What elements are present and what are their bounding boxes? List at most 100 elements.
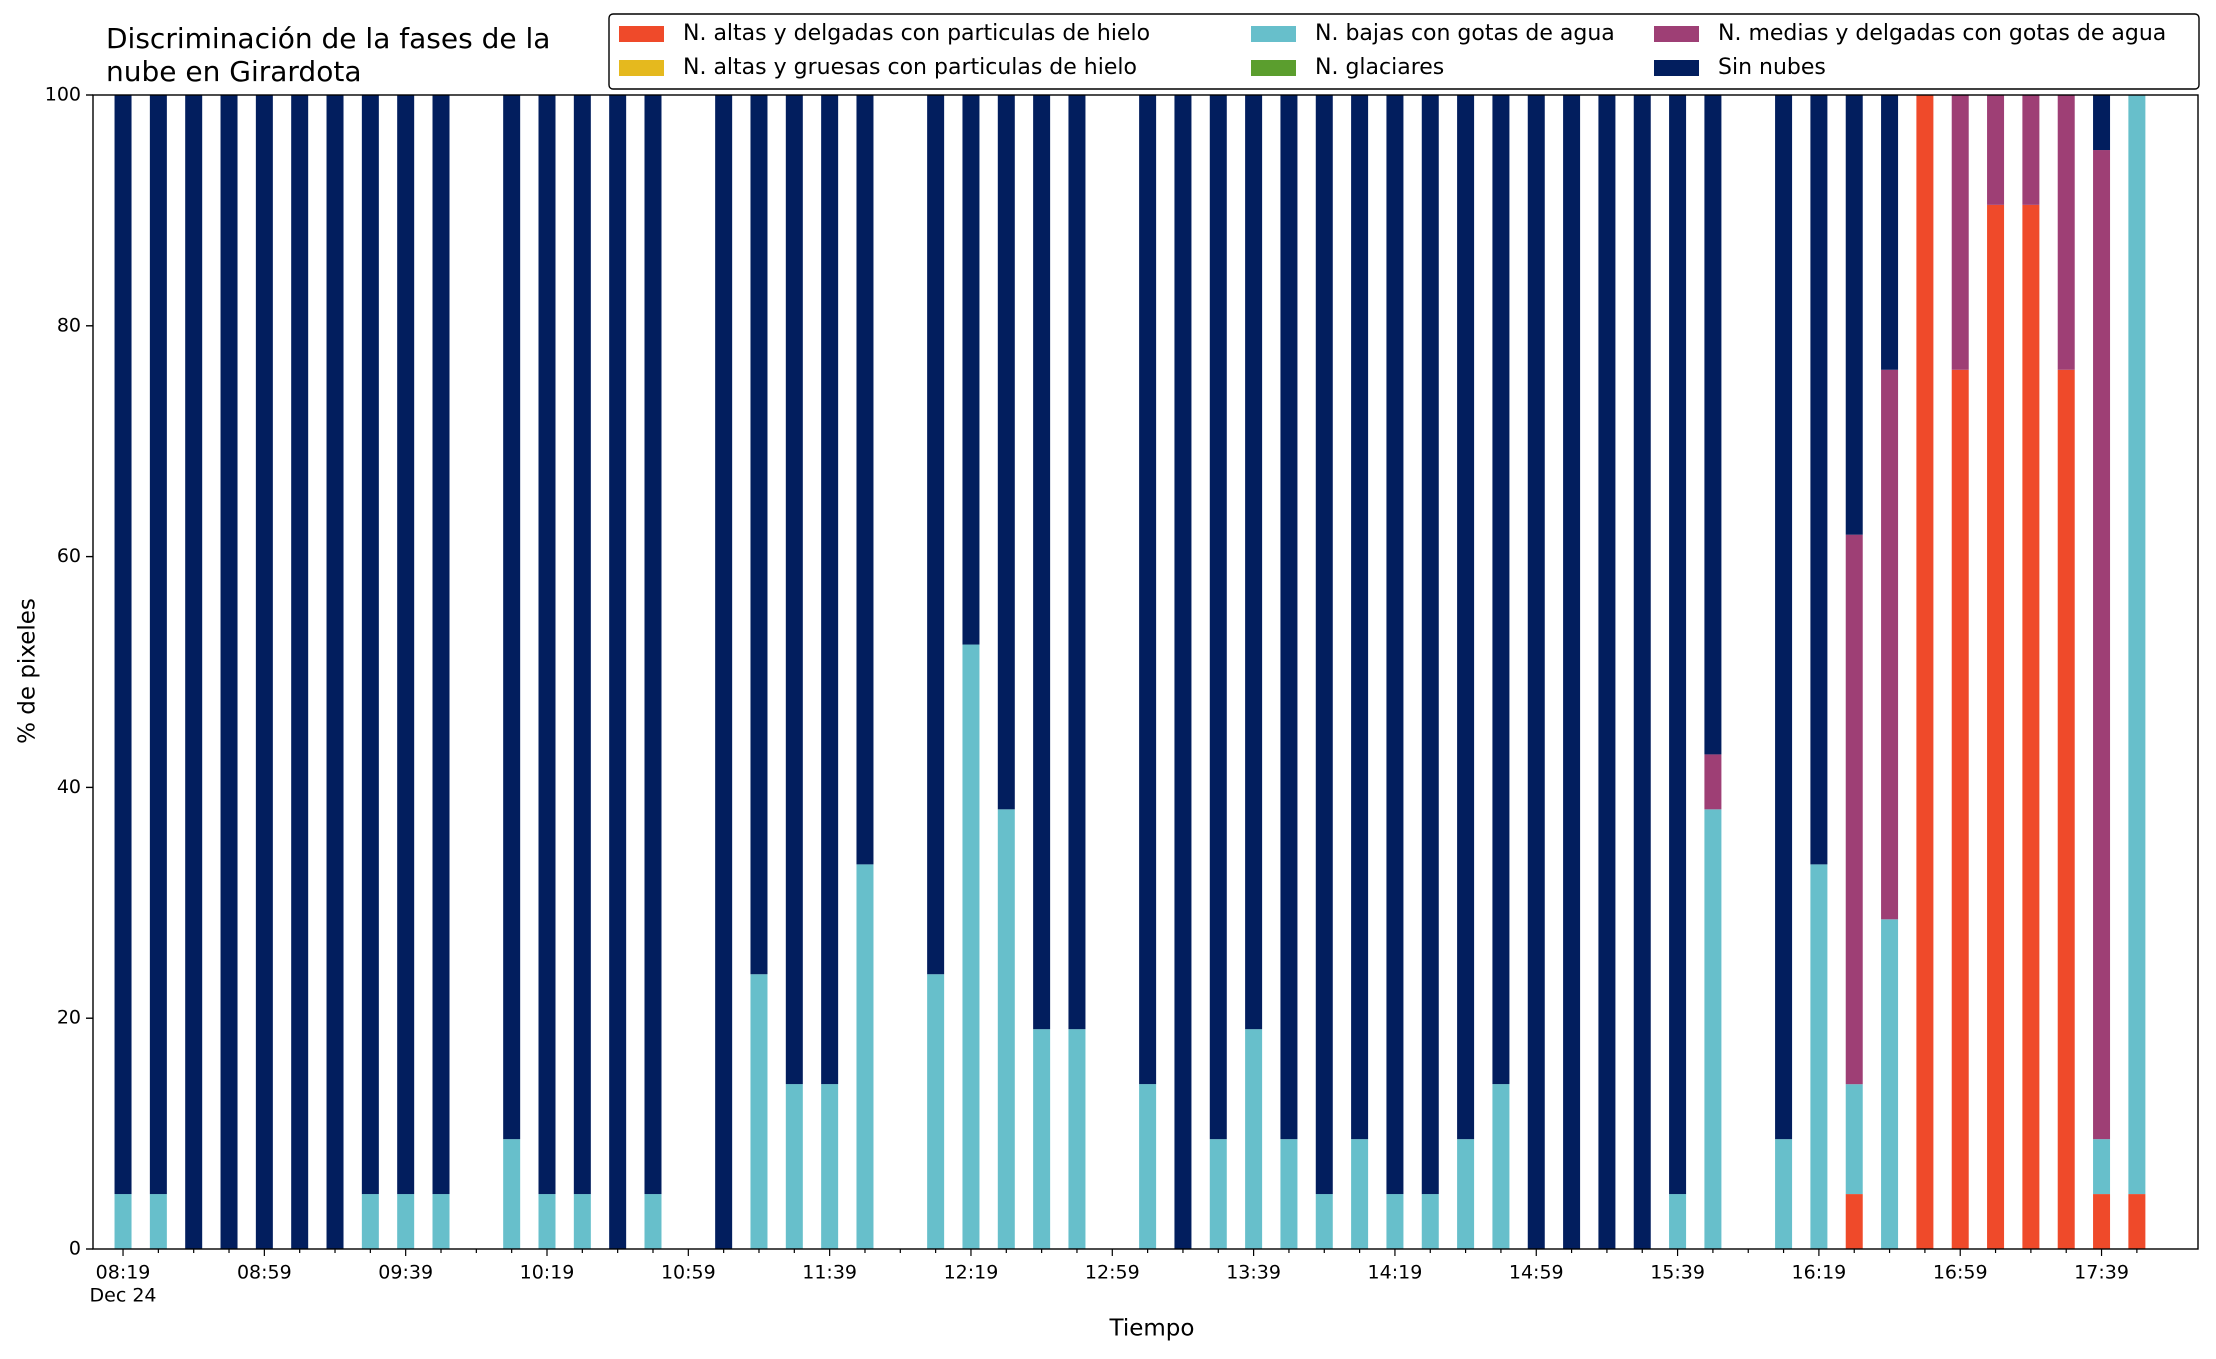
legend-swatch <box>1251 26 1296 42</box>
bar-segment <box>1068 1029 1086 1249</box>
bar-segment <box>1916 95 1934 1249</box>
x-tick-label: 10:59 <box>661 1262 716 1284</box>
bar-segment <box>2093 150 2111 1140</box>
bar-segment <box>1351 1139 1369 1249</box>
bar-segment <box>750 95 768 975</box>
bar-segment <box>2093 95 2111 151</box>
legend-label: N. altas y delgadas con particulas de hi… <box>683 21 1150 46</box>
bar-segment <box>114 1194 132 1249</box>
bar-segment <box>1174 95 1192 1249</box>
bar-segment <box>1951 95 1969 370</box>
bar-segment <box>609 95 627 1249</box>
bar-segment <box>1951 369 1969 1249</box>
y-tick-label: 100 <box>45 84 81 106</box>
bar-segment <box>1139 1084 1157 1249</box>
bar-segment <box>573 95 591 1195</box>
bar-segment <box>1315 95 1333 1195</box>
legend-swatch <box>1654 60 1699 76</box>
bar-segment <box>997 809 1015 1249</box>
bar-segment <box>1987 204 2005 1249</box>
bar-segment <box>1669 1194 1687 1249</box>
bar-segment <box>538 1194 556 1249</box>
legend-label: N. bajas con gotas de agua <box>1315 21 1615 46</box>
legend-label: N. medias y delgadas con gotas de agua <box>1718 21 2166 46</box>
y-tick-label: 80 <box>57 314 81 336</box>
x-tick-label: 12:19 <box>944 1262 999 1284</box>
legend-label: Sin nubes <box>1718 55 1826 80</box>
bar-segment <box>856 864 874 1249</box>
bar-segment <box>2022 95 2040 205</box>
bar-segment <box>149 95 167 1195</box>
bar-segment <box>1139 95 1157 1085</box>
bar-segment <box>1386 95 1404 1195</box>
legend-swatch <box>1251 60 1296 76</box>
bar-segment <box>644 95 662 1195</box>
x-sublabel: Dec 24 <box>90 1285 157 1307</box>
y-tick-label: 60 <box>57 545 81 567</box>
bar-segment <box>750 974 768 1249</box>
x-tick-label: 11:39 <box>802 1262 857 1284</box>
x-tick-label: 15:39 <box>1650 1262 1705 1284</box>
bar-segment <box>432 95 450 1195</box>
x-tick-label: 16:19 <box>1792 1262 1847 1284</box>
y-tick-label: 20 <box>57 1007 81 1029</box>
bar-segment <box>1280 1139 1298 1249</box>
bar-segment <box>1845 95 1863 535</box>
bar-segment <box>1704 754 1722 810</box>
bar-segment <box>573 1194 591 1249</box>
bar-segment <box>503 95 521 1140</box>
legend-box <box>608 13 2200 90</box>
bar-segment <box>997 95 1015 810</box>
legend-swatch <box>1654 26 1699 42</box>
bar-segment <box>2093 1194 2111 1249</box>
bar-segment <box>114 95 132 1195</box>
bar-segment <box>1421 1194 1439 1249</box>
bar-segment <box>538 95 556 1195</box>
x-tick-label: 14:19 <box>1368 1262 1423 1284</box>
bar-segment <box>1033 1029 1051 1249</box>
bar-segment <box>1704 95 1722 755</box>
bar-segment <box>1810 864 1828 1249</box>
bar-segment <box>856 95 874 865</box>
chart-title: nube en Girardota <box>106 55 361 88</box>
bar-segment <box>2057 369 2075 1249</box>
bar-segment <box>1527 95 1545 1249</box>
bar-segment <box>2128 95 2146 1195</box>
bar-segment <box>2093 1139 2111 1195</box>
bar-segment <box>785 95 803 1085</box>
bar-segment <box>962 644 980 1249</box>
bar-segment <box>503 1139 521 1249</box>
bar-segment <box>1633 95 1651 1249</box>
bar-segment <box>1845 1194 1863 1249</box>
bar-segment <box>1492 1084 1510 1249</box>
bar-segment <box>149 1194 167 1249</box>
x-tick-label: 10:19 <box>520 1262 575 1284</box>
bar-segment <box>1457 1139 1475 1249</box>
bar-segment <box>1457 95 1475 1140</box>
bar-segment <box>1845 534 1863 1085</box>
bar-segment <box>255 95 273 1249</box>
bar-segment <box>397 1194 415 1249</box>
bar-segment <box>1245 1029 1263 1249</box>
bar-segment <box>326 95 344 1249</box>
legend-label: N. glaciares <box>1315 55 1444 80</box>
x-tick-label: 09:39 <box>378 1262 433 1284</box>
bar-segment <box>361 95 379 1195</box>
bar-segment <box>785 1084 803 1249</box>
bar-segment <box>1881 95 1899 370</box>
bar-segment <box>927 95 945 975</box>
bar-segment <box>821 95 839 1085</box>
bar-segment <box>1881 919 1899 1249</box>
bar-segment <box>1881 369 1899 920</box>
bar-segment <box>1598 95 1616 1249</box>
bar-segment <box>1775 1139 1793 1249</box>
bar-segment <box>1845 1084 1863 1195</box>
bar-segment <box>1492 95 1510 1085</box>
bar-segment <box>927 974 945 1249</box>
bar-segment <box>397 95 415 1195</box>
bar-segment <box>1315 1194 1333 1249</box>
chart-title: Discriminación de la fases de la <box>106 22 550 55</box>
x-tick-label: 08:19 <box>96 1262 151 1284</box>
bar-segment <box>1421 95 1439 1195</box>
